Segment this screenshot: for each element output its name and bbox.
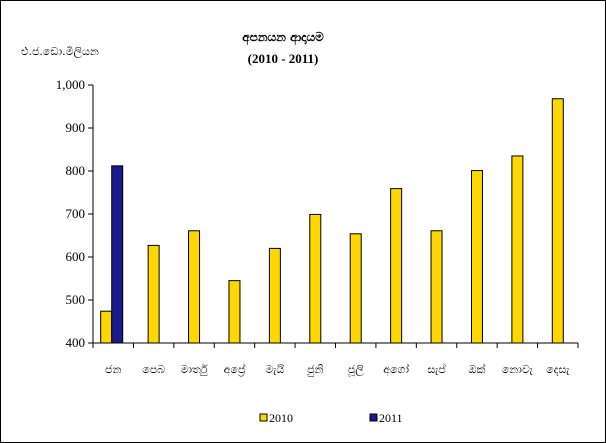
legend-swatch-2011 xyxy=(369,413,378,422)
x-tick-label: නොවැ xyxy=(502,363,534,376)
bar-2010-2 xyxy=(147,244,160,344)
bar-2010-9 xyxy=(430,230,443,344)
bar-2010-1 xyxy=(100,310,113,344)
y-tick-label: 400 xyxy=(66,335,86,350)
x-tick-label: අප්‍රේ xyxy=(224,362,246,377)
y-axis-label: එ.ජ.ඩො.මිලියන xyxy=(21,45,99,59)
y-tick-label: 900 xyxy=(66,120,86,135)
legend: 2010 2011 xyxy=(259,411,403,425)
bar-2010-10 xyxy=(470,170,483,344)
bar-2010-6 xyxy=(309,213,322,344)
x-tick-label: ජුනි xyxy=(307,363,323,376)
bar-2010-12 xyxy=(551,98,564,344)
bar-2010-8 xyxy=(390,188,403,344)
bar-2010-7 xyxy=(349,233,362,344)
x-tick-label: මාර්තු xyxy=(180,363,207,376)
bar-2010-3 xyxy=(188,230,201,344)
y-tick-label: 500 xyxy=(66,292,86,307)
x-tick-label: ඔක් xyxy=(468,362,485,376)
y-tick-label: 700 xyxy=(66,206,86,221)
legend-label-2010: 2010 xyxy=(269,411,293,425)
x-tick-label: පෙබ xyxy=(142,363,165,376)
y-tick-label: 800 xyxy=(66,163,86,178)
y-tick-label: 1,000 xyxy=(56,77,85,92)
x-tick-label: ජන xyxy=(105,363,121,376)
bar-2011-1 xyxy=(111,165,124,344)
x-tick-label: අගෝ xyxy=(383,362,409,377)
bar-2010-11 xyxy=(511,155,524,344)
bar-2010-4 xyxy=(228,280,241,344)
x-tick-label: ජූලි xyxy=(347,363,364,377)
x-tick-label: දෙසැ xyxy=(546,363,570,376)
plot-area: 400 500 600 700 800 900 1,000 ජන පෙබ මාර්තු අප්‍රේ… xyxy=(56,77,579,377)
legend-label-2011: 2011 xyxy=(379,411,403,425)
chart-subtitle: (2010 - 2011) xyxy=(248,51,319,66)
chart-title: අපනයන ආදායම xyxy=(242,30,324,45)
y-tick-label: 600 xyxy=(66,249,86,264)
x-tick-label: මැයි xyxy=(265,363,284,376)
bar-2010-5 xyxy=(268,247,281,344)
legend-swatch-2010 xyxy=(259,413,268,422)
x-tick-label: සැප් xyxy=(427,362,445,376)
